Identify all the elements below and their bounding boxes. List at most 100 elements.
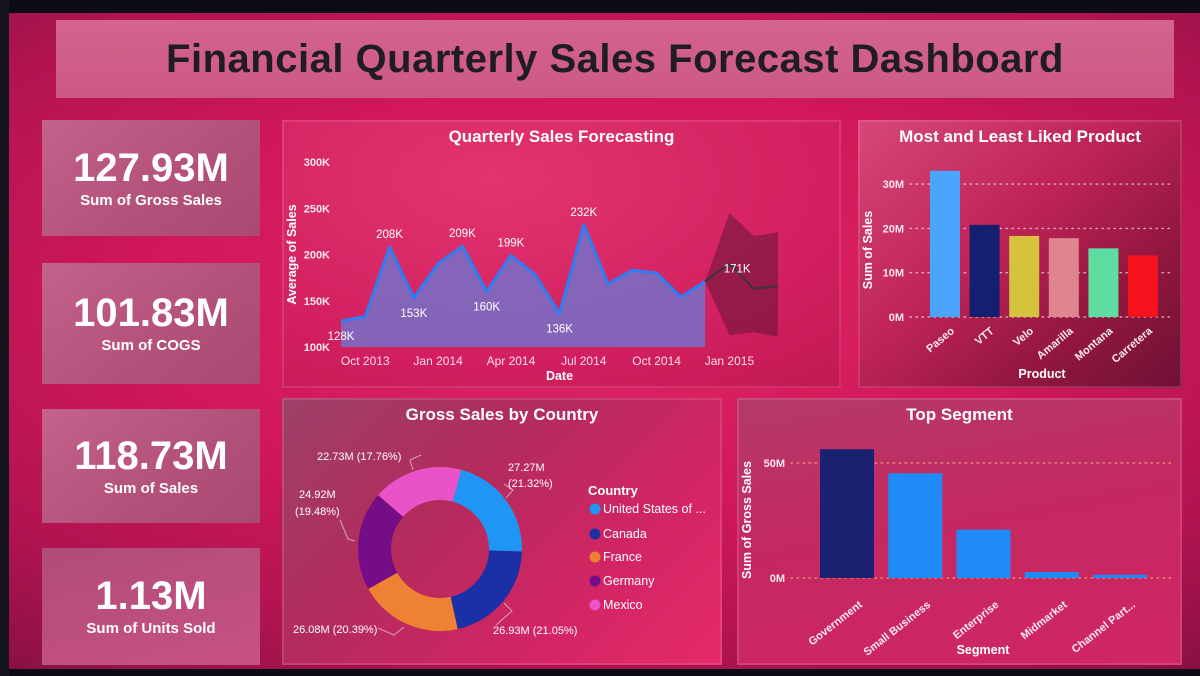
data-point-label: 153K: [400, 308, 427, 320]
bar-vtt[interactable]: [969, 224, 1000, 317]
window-left-strip: [0, 0, 9, 676]
dashboard-title: Financial Quarterly Sales Forecast Dashb…: [166, 36, 1064, 81]
bar-carretera[interactable]: [1128, 255, 1158, 317]
forecast-line[interactable]: [704, 262, 779, 290]
y-axis-tick-label: 10M: [883, 268, 904, 280]
data-point-label: 199K: [498, 237, 525, 249]
donut-data-label: 26.93M (21.05%): [493, 625, 577, 637]
title-banner: Financial Quarterly Sales Forecast Dashb…: [56, 20, 1174, 98]
legend-swatch: [589, 599, 601, 611]
y-axis-title: Sum of Gross Sales: [740, 461, 754, 579]
kpi-card-gross-sales[interactable]: 127.93M Sum of Gross Sales: [42, 120, 260, 236]
data-point-label: 128K: [328, 331, 355, 343]
x-axis-tick-label: Oct 2014: [632, 354, 681, 368]
donut-data-label: (19.48%): [295, 506, 340, 518]
bar-midmarket[interactable]: [1024, 572, 1079, 578]
forecast-chart-svg: 100K 150K 200K 250K 300K Date Average of Sales…: [285, 157, 779, 383]
legend-item-germany[interactable]: Germany: [589, 574, 656, 588]
legend-item-france[interactable]: France: [589, 550, 642, 564]
y-axis-tick-label: 250K: [304, 203, 330, 215]
legend-label: Canada: [603, 527, 647, 541]
category-label: Carretera: [1110, 325, 1156, 366]
data-point-label: 209K: [449, 228, 476, 240]
label-leader-line: [409, 454, 422, 471]
category-label: Amarilla: [1035, 325, 1077, 363]
legend-label: Germany: [603, 574, 655, 588]
legend-item-mexico[interactable]: Mexico: [589, 598, 643, 612]
category-label: Velo: [1011, 325, 1036, 349]
country-donut-svg: 27.27M (21.32%) 26.93M (21.05%) 26.08M (20.…: [293, 451, 706, 637]
category-label: Enterprise: [951, 599, 1001, 642]
data-point-label: 136K: [546, 324, 573, 336]
category-label: Midmarket: [1019, 599, 1070, 643]
kpi-label: Sum of Units Sold: [86, 620, 216, 637]
kpi-value: 1.13M: [95, 574, 207, 618]
data-point-label: 232K: [570, 207, 597, 219]
donut-data-label: 27.27M: [508, 462, 545, 474]
legend-item-united-states-of[interactable]: United States of ...: [589, 502, 706, 516]
y-axis-tick-label: 30M: [883, 179, 904, 191]
legend-swatch: [589, 503, 601, 515]
kpi-label: Sum of Sales: [103, 479, 199, 497]
sales-line[interactable]: [340, 223, 706, 323]
y-axis-tick-label: 20M: [883, 223, 904, 235]
bar-enterprise[interactable]: [956, 529, 1011, 578]
label-leader-line: [503, 483, 514, 499]
bar-government[interactable]: [820, 449, 874, 578]
kpi-card-sales[interactable]: 118.73M Sum of Sales: [42, 409, 260, 523]
y-axis-tick-label: 150K: [304, 296, 330, 308]
donut-data-label: 26.08M (20.39%): [293, 624, 377, 636]
x-axis-title: Date: [546, 369, 573, 383]
legend-swatch: [589, 528, 601, 540]
bar-channel-part[interactable]: [1093, 574, 1147, 578]
legend-title: Country: [588, 483, 639, 498]
x-axis-title: Product: [1018, 367, 1066, 381]
donut-slice-germany[interactable]: [358, 495, 404, 589]
legend-label: France: [603, 550, 642, 564]
window-bottom-strip: [0, 669, 1200, 676]
legend-label: Mexico: [603, 598, 643, 612]
forecast-chart-panel: Quarterly Sales Forecasting 100K 150K 200K…: [282, 120, 841, 388]
bar-amarilla[interactable]: [1048, 238, 1079, 317]
donut-slice-united-states-of[interactable]: [452, 469, 522, 552]
x-axis-tick-label: Oct 2013: [341, 354, 390, 368]
y-axis-title: Sum of Sales: [861, 211, 875, 290]
country-donut-panel: Gross Sales by Country 27.27M (21.32%) 26.…: [282, 398, 722, 665]
sales-area-fill[interactable]: [341, 224, 706, 347]
x-axis-title: Segment: [957, 643, 1011, 657]
segment-chart-title: Top Segment: [906, 405, 1013, 424]
legend-item-canada[interactable]: Canada: [589, 527, 647, 541]
bar-montana[interactable]: [1088, 248, 1119, 317]
x-axis-tick-label: Jul 2014: [561, 354, 607, 368]
label-leader-line: [495, 602, 513, 626]
y-axis-tick-label: 0M: [889, 312, 904, 324]
x-axis-tick-label: Jan 2014: [413, 354, 463, 368]
kpi-label: Sum of COGS: [101, 337, 201, 354]
y-axis-tick-label: 100K: [304, 342, 330, 354]
label-leader-line: [339, 519, 356, 542]
category-label: Paseo: [924, 325, 957, 355]
x-axis-tick-label: Apr 2014: [487, 354, 536, 368]
y-axis-title: Average of Sales: [285, 204, 299, 304]
donut-slice-canada[interactable]: [450, 550, 522, 630]
segment-chart-panel: Top Segment 0M 50M Government Small Busines…: [737, 398, 1182, 665]
category-label: Government: [806, 599, 865, 649]
bar-velo[interactable]: [1009, 235, 1040, 317]
product-chart-title: Most and Least Liked Product: [899, 127, 1141, 146]
data-point-label: 208K: [376, 229, 403, 241]
donut-slice-mexico[interactable]: [378, 467, 462, 517]
kpi-card-units-sold[interactable]: 1.13M Sum of Units Sold: [42, 548, 260, 665]
kpi-card-cogs[interactable]: 101.83M Sum of COGS: [42, 263, 260, 384]
bar-paseo[interactable]: [930, 170, 960, 317]
product-chart-panel: Most and Least Liked Product 0M 10M 20M 30M…: [858, 120, 1182, 388]
donut-slice-france[interactable]: [368, 572, 458, 631]
y-axis-tick-label: 300K: [304, 157, 330, 169]
data-point-label: 171K: [724, 263, 751, 275]
y-axis-tick-label: 50M: [764, 458, 785, 470]
legend-swatch: [589, 575, 601, 587]
x-axis-tick-label: Jan 2015: [705, 354, 755, 368]
country-donut-title: Gross Sales by Country: [405, 405, 599, 424]
bar-small-business[interactable]: [888, 473, 943, 578]
kpi-label: Sum of Gross Sales: [80, 191, 222, 209]
